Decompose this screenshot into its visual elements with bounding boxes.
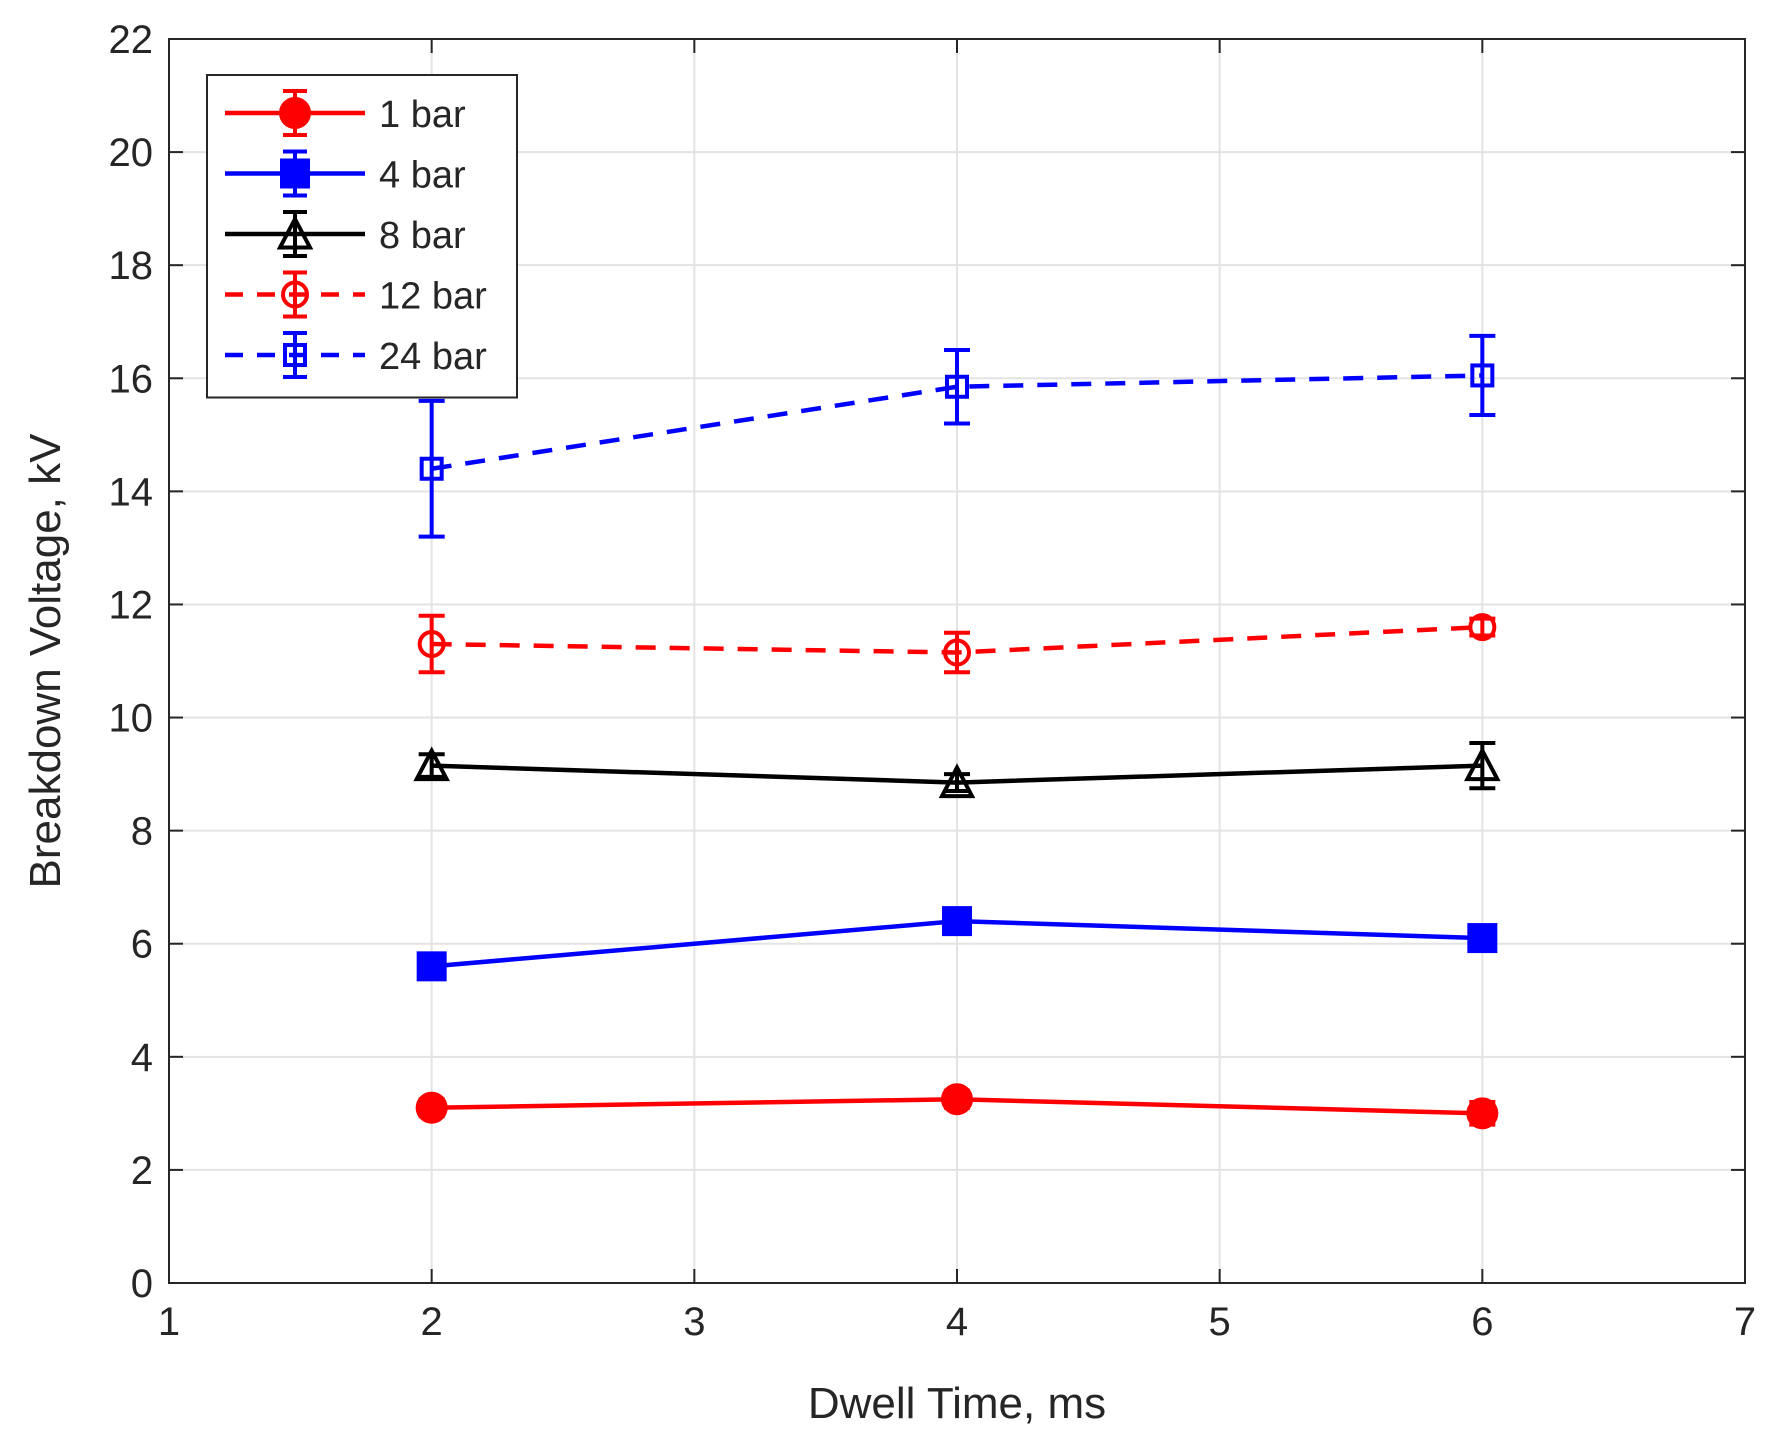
y-tick-label: 4 [131, 1036, 153, 1080]
x-tick-label: 7 [1734, 1300, 1756, 1344]
x-tick-label: 2 [421, 1300, 443, 1344]
data-point [942, 906, 972, 937]
legend-marker [279, 97, 311, 129]
data-point [1464, 746, 1501, 782]
series-8-bar [413, 740, 1501, 799]
x-tick-label: 4 [946, 1300, 968, 1344]
data-point [419, 456, 444, 481]
legend-marker [281, 280, 309, 309]
y-tick-label: 6 [131, 923, 153, 967]
x-tick-label: 3 [683, 1300, 705, 1344]
y-tick-label: 18 [109, 244, 154, 288]
series-1-bar [415, 1083, 1499, 1130]
x-tick-label: 6 [1471, 1300, 1493, 1344]
y-tick-label: 8 [131, 810, 153, 854]
data-point [938, 763, 976, 799]
y-axis-title: Breakdown Voltage, kV [21, 433, 70, 889]
x-tick-label: 5 [1209, 1300, 1231, 1344]
legend-marker [276, 214, 314, 250]
data-point [416, 951, 447, 982]
data-point [941, 1083, 973, 1116]
series-4-bar [416, 906, 1498, 982]
legend-entry[interactable]: 24 bar [225, 331, 487, 379]
y-tick-label: 0 [131, 1262, 153, 1306]
series-line [431, 373, 1483, 471]
data-point [1468, 613, 1497, 642]
series-24-bar [418, 333, 1496, 539]
x-axis-title: Dwell Time, ms [808, 1379, 1106, 1428]
legend-label: 12 bar [379, 276, 487, 318]
legend-entry[interactable]: 8 bar [225, 210, 466, 258]
legend-label: 8 bar [379, 215, 466, 257]
x-tick-label: 1 [158, 1300, 180, 1344]
y-tick-label: 2 [131, 1149, 153, 1193]
y-tick-label: 16 [109, 357, 154, 401]
data-point [945, 374, 969, 399]
legend-marker [280, 158, 310, 189]
legend[interactable]: 1 bar 4 bar 8 bar 12 bar 24 bar [206, 74, 518, 399]
y-tick-label: 10 [109, 697, 154, 741]
data-point [1470, 363, 1495, 388]
data-point [415, 1091, 448, 1124]
data-point [417, 630, 446, 659]
data-point [413, 746, 450, 782]
series-12-bar [417, 613, 1497, 675]
y-tick-label: 14 [109, 470, 154, 514]
legend-entry[interactable]: 1 bar [225, 89, 466, 137]
y-tick-label: 22 [109, 18, 154, 62]
legend-label: 24 bar [379, 336, 487, 378]
data-point [943, 638, 971, 667]
data-point [1466, 1097, 1499, 1130]
plot-area [413, 333, 1501, 1130]
legend-label: 4 bar [379, 155, 466, 197]
y-tick-label: 12 [109, 583, 154, 627]
legend-label: 1 bar [379, 94, 466, 136]
legend-marker [283, 343, 307, 367]
y-tick-label: 20 [109, 131, 154, 175]
data-point [1467, 923, 1498, 954]
legend-entry[interactable]: 4 bar [225, 149, 466, 198]
legend-entry[interactable]: 12 bar [225, 270, 487, 319]
